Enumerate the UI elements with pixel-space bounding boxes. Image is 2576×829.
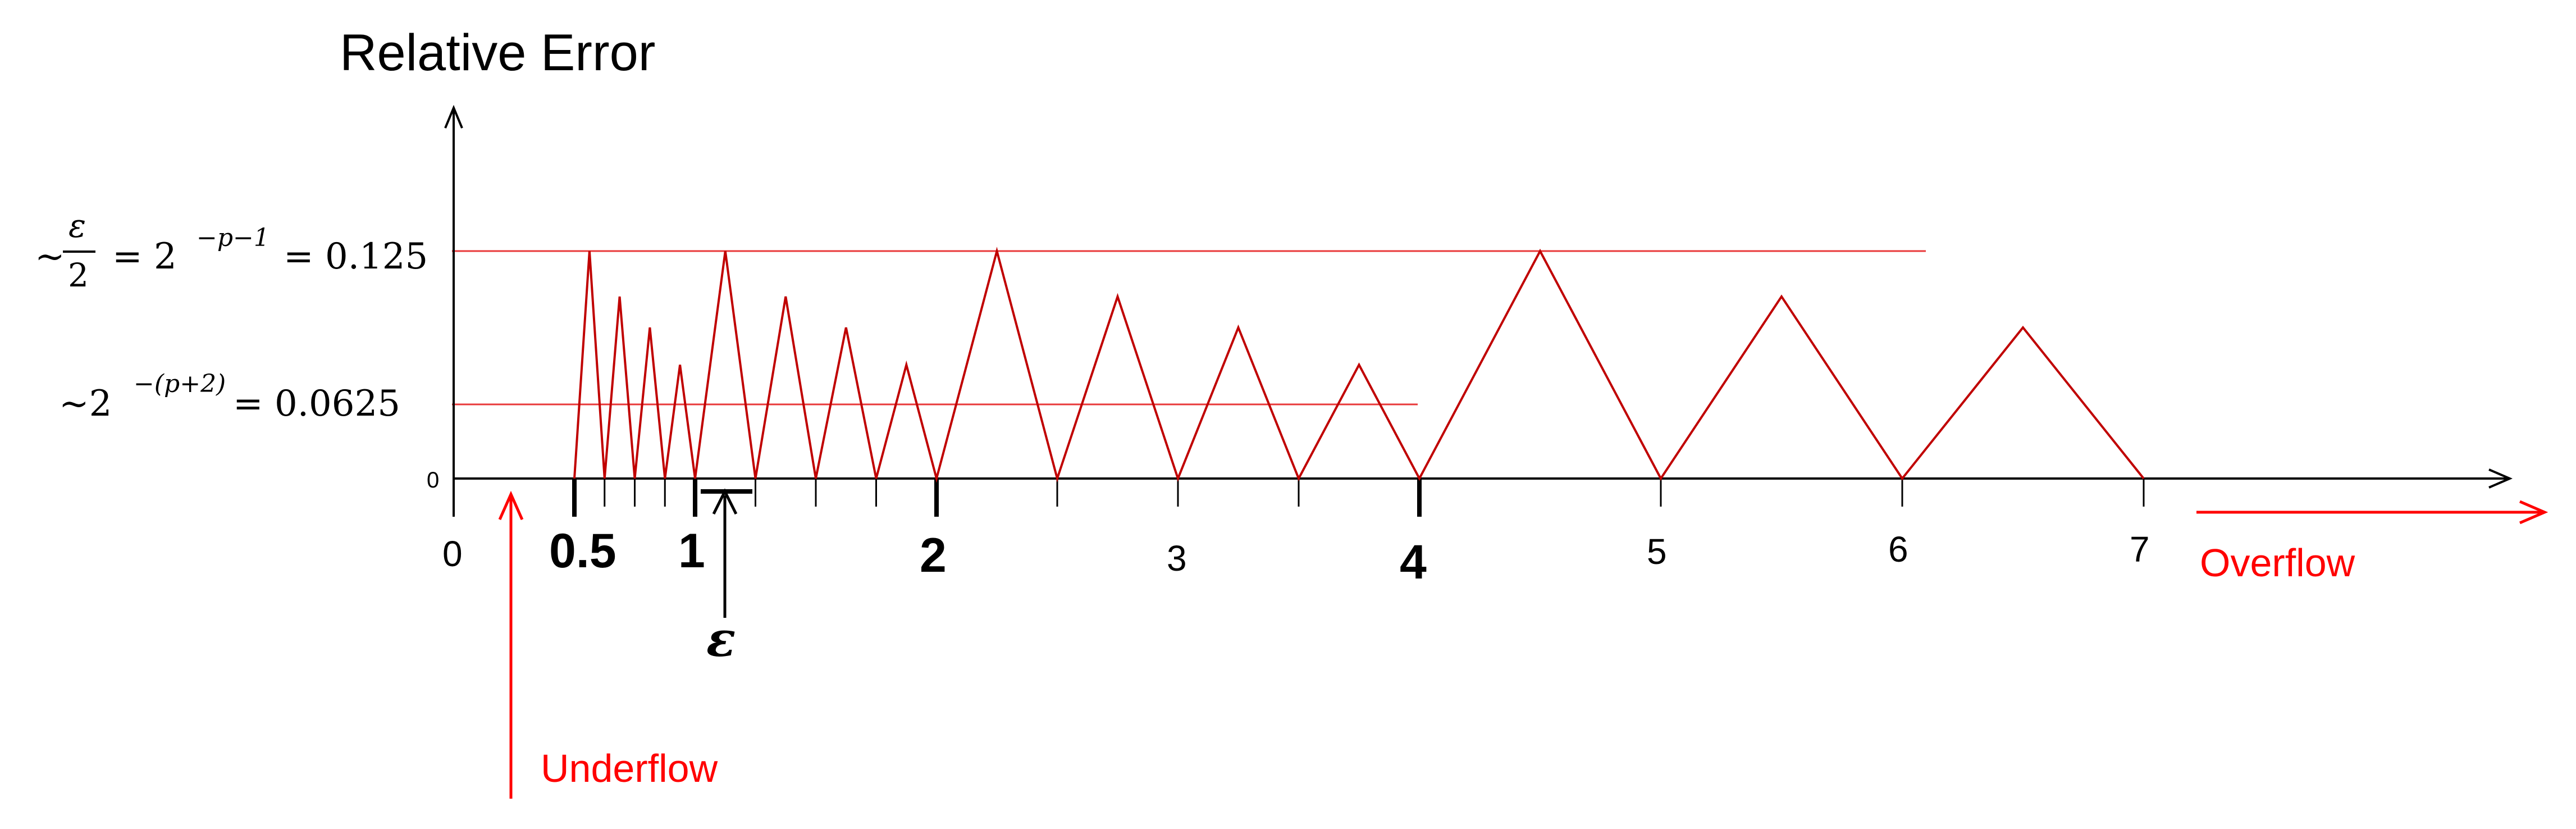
- x-axis-ticks: [453, 479, 2145, 517]
- y-label-upper-den: 2: [68, 256, 89, 294]
- y-axis-arrowhead: [444, 104, 463, 129]
- x-axis-arrowhead: [2488, 468, 2513, 489]
- x-label-0: 0: [442, 534, 463, 574]
- x-label-5: 5: [1647, 531, 1667, 572]
- y-label-lower-tilde: ~2: [59, 383, 112, 425]
- x-label-0.5: 0.5: [549, 524, 616, 578]
- y-label-lower-exp: −(p+2): [134, 370, 226, 398]
- overflow-label: Overflow: [2200, 541, 2355, 585]
- chart-title: Relative Error: [340, 24, 655, 81]
- epsilon-label: ε: [706, 611, 736, 668]
- x-label-1: 1: [678, 524, 705, 578]
- x-label-2: 2: [920, 529, 947, 582]
- x-label-3: 3: [1167, 538, 1187, 579]
- underflow-arrowhead: [498, 490, 524, 521]
- x-label-4: 4: [1400, 535, 1427, 589]
- y-label-upper-eps: ε: [68, 207, 86, 245]
- overflow-arrowhead: [2519, 500, 2548, 525]
- x-label-7: 7: [2130, 529, 2150, 570]
- y-label-upper-eq1: = 2: [112, 236, 177, 277]
- epsilon-arrowhead: [712, 488, 738, 515]
- y-label-zero: 0: [427, 468, 439, 493]
- y-label-lower-eq: = 0.0625: [233, 383, 400, 425]
- x-label-6: 6: [1888, 529, 1908, 570]
- y-label-upper-eq2: = 0.125: [284, 236, 428, 277]
- y-label-upper-exp: −p−1: [197, 224, 270, 252]
- relative-error-curve: [573, 247, 2145, 483]
- y-label-upper-tilde: ~: [35, 236, 65, 277]
- underflow-label: Underflow: [541, 746, 718, 790]
